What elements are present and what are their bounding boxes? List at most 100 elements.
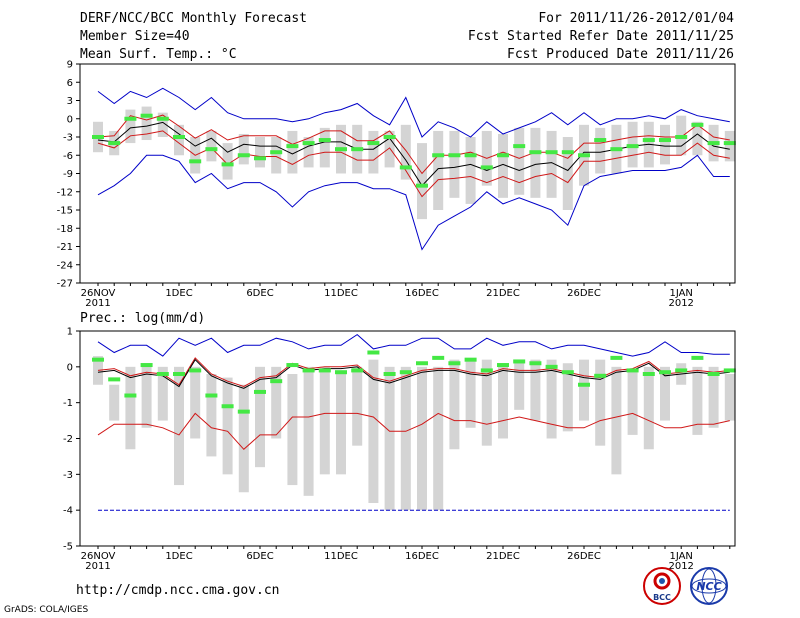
temp-median-mark — [173, 135, 185, 139]
temp-median-mark — [626, 144, 639, 149]
prec-median-mark — [464, 357, 477, 362]
temp-median-mark — [124, 116, 137, 121]
variable-label: Mean Surf. Temp.: °C — [80, 47, 237, 62]
prec-upper-line — [97, 357, 730, 388]
prec-median-mark — [707, 372, 720, 376]
prec-box — [287, 374, 298, 486]
produced-date: Fcst Produced Date 2011/11/26 — [507, 47, 734, 62]
prec-max-line — [97, 333, 730, 357]
prec-box — [303, 366, 314, 496]
prec-median-mark — [92, 357, 104, 362]
temp-min-line — [97, 154, 730, 251]
prec-median-mark — [205, 393, 218, 398]
prec-box — [417, 366, 427, 511]
prec-box — [660, 366, 670, 421]
prec-xtick-label: 11DEC — [324, 551, 358, 562]
temp-ytick-label: -18 — [57, 224, 73, 235]
prec-median-mark — [659, 370, 671, 375]
refer-date: Fcst Started Refer Date 2011/11/25 — [467, 29, 734, 44]
temp-median-mark — [480, 165, 493, 170]
temp-median-mark — [610, 147, 623, 152]
temp-box — [157, 112, 168, 137]
temp-median-mark — [448, 153, 461, 158]
temp-box — [449, 130, 460, 198]
prec-xtick-label: 21DEC — [486, 551, 520, 562]
prec-lower-line — [97, 412, 730, 451]
prec-box — [93, 356, 103, 385]
prec-xtick-year: 2012 — [668, 561, 693, 572]
temp-box — [724, 130, 735, 162]
temp-ytick-label: -9 — [63, 169, 73, 180]
prec-xtick-label: 1JAN — [669, 551, 692, 562]
temp-median-mark — [529, 150, 542, 155]
prec-median-mark — [578, 382, 590, 387]
temp-median-mark — [221, 162, 234, 167]
prec-median-mark — [642, 372, 655, 376]
temp-median-mark — [140, 113, 153, 118]
prec-box — [319, 366, 330, 475]
temp-xtick-label: 6DEC — [246, 288, 273, 299]
prec-xtick-label: 1DEC — [165, 551, 192, 562]
prec-box — [336, 370, 346, 475]
prec-box — [724, 374, 735, 421]
temp-median-mark — [383, 135, 396, 139]
temp-ytick-label: 0 — [67, 114, 73, 125]
prec-box — [708, 366, 719, 428]
ncc-logo-text: NCC — [696, 580, 721, 593]
temp-median-mark — [642, 138, 655, 143]
prec-median-mark — [302, 368, 315, 373]
prec-box — [190, 366, 201, 439]
prec-median-mark — [513, 359, 526, 364]
prec-panel-title: Prec.: log(mm/d) — [80, 311, 205, 326]
prec-median-mark — [529, 361, 542, 366]
prec-box — [546, 359, 557, 439]
temp-ytick-label: -6 — [63, 151, 73, 162]
temp-box — [368, 130, 379, 174]
prec-box — [222, 377, 233, 475]
prec-median-mark — [335, 370, 347, 375]
prec-box — [611, 366, 622, 475]
prec-median-mark — [108, 377, 121, 382]
prec-box — [206, 374, 217, 457]
temp-ytick-label: 3 — [67, 96, 73, 107]
prec-box — [271, 366, 282, 439]
temp-box — [514, 127, 525, 195]
temp-ytick-label: -3 — [63, 133, 73, 144]
temp-median-mark — [318, 138, 331, 143]
ncc-logo: NCC — [690, 567, 728, 605]
member-size: Member Size=40 — [80, 29, 190, 44]
temp-box — [660, 124, 670, 165]
prec-box — [255, 366, 265, 468]
prec-median-mark — [545, 364, 558, 369]
temp-median-mark — [464, 153, 477, 158]
temp-ytick-label: -12 — [57, 187, 73, 198]
temp-xtick-label: 16DEC — [405, 288, 439, 299]
prec-box — [400, 366, 411, 511]
prec-median-mark — [626, 368, 639, 373]
prec-median-mark — [448, 361, 461, 366]
prec-box — [627, 370, 638, 435]
prec-median-mark — [124, 393, 137, 398]
prec-median-mark — [156, 372, 169, 376]
temp-median-mark — [707, 141, 720, 146]
source-url[interactable]: http://cmdp.ncc.cma.gov.cn — [76, 583, 280, 598]
prec-box — [157, 366, 168, 421]
temp-box — [384, 130, 395, 168]
temp-box — [255, 137, 265, 168]
prec-box — [174, 366, 184, 486]
temp-median-mark — [432, 153, 445, 158]
prec-median-mark — [286, 363, 299, 368]
prec-median-mark — [237, 409, 250, 414]
prec-median-mark — [351, 368, 364, 373]
temp-xtick-year: 2011 — [85, 298, 110, 309]
temp-ytick-label: -27 — [57, 279, 73, 290]
prec-box — [109, 384, 120, 421]
temp-median-mark — [205, 147, 218, 152]
temp-upper-line — [97, 114, 730, 175]
temp-median-mark — [399, 165, 412, 170]
temp-median-mark — [92, 135, 104, 139]
prec-box — [352, 366, 363, 446]
prec-median-mark — [675, 368, 688, 373]
prec-box — [514, 359, 525, 410]
temp-ytick-label: 6 — [67, 78, 73, 89]
